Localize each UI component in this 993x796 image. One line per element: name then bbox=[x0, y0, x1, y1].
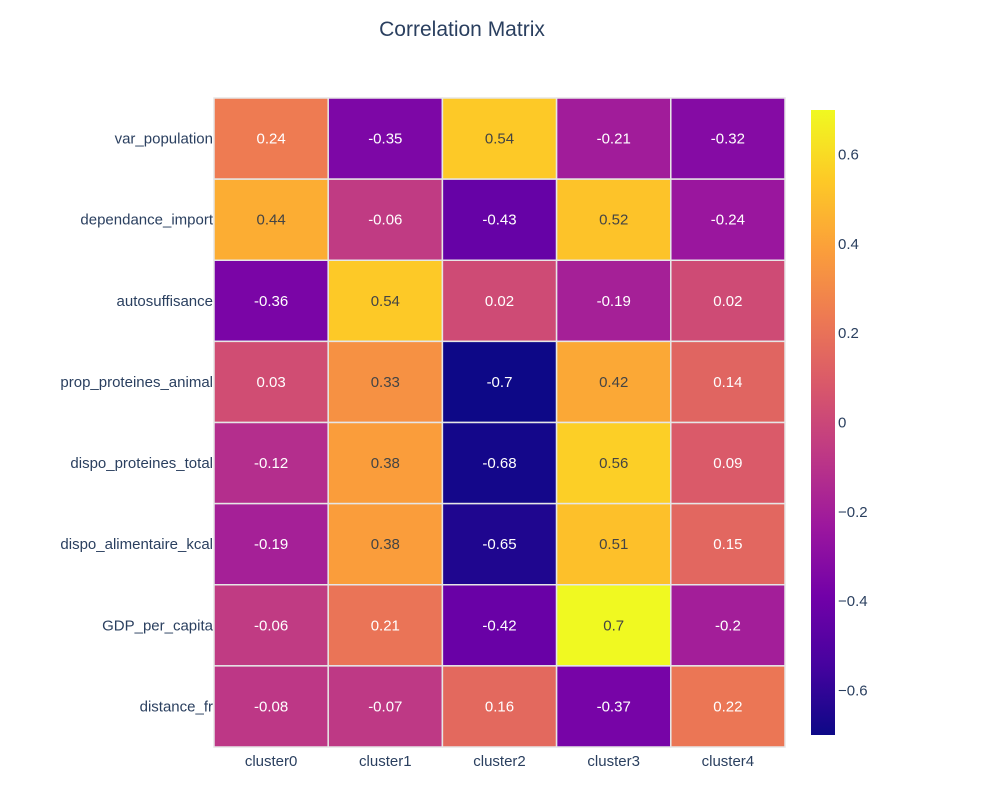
cell-value-label: 0.54 bbox=[485, 131, 514, 148]
heatmap-cell bbox=[670, 665, 786, 748]
cell-value-label: -0.24 bbox=[711, 212, 745, 229]
cell-value-label: 0.24 bbox=[256, 131, 285, 148]
colorbar-tick-label: −0.6 bbox=[838, 682, 868, 699]
cell-value-label: 0.21 bbox=[371, 617, 400, 634]
heatmap-cell bbox=[670, 340, 786, 424]
heatmap-cell bbox=[670, 178, 786, 261]
heatmap-cell bbox=[441, 97, 558, 180]
cell-value-label: 0.02 bbox=[713, 293, 742, 310]
heatmap-cell bbox=[327, 259, 444, 343]
heatmap-cells bbox=[213, 97, 786, 748]
x-tick-label: cluster3 bbox=[587, 753, 640, 770]
heatmap-cell bbox=[555, 340, 672, 424]
cell-value-label: 0.56 bbox=[599, 455, 628, 472]
y-tick-label: dependance_import bbox=[80, 212, 213, 229]
cell-value-label: -0.68 bbox=[482, 455, 516, 472]
y-tick-label: distance_fr bbox=[140, 698, 213, 715]
heatmap-cell bbox=[555, 502, 672, 586]
colorbar-tick-label: 0 bbox=[838, 415, 846, 432]
y-tick-label: GDP_per_capita bbox=[102, 617, 214, 634]
cell-value-label: -0.35 bbox=[368, 131, 402, 148]
x-axis-tick-labels: cluster0 cluster1 cluster2 cluster3 cluster4 bbox=[245, 753, 754, 770]
heatmap-cell bbox=[670, 421, 786, 505]
cell-value-label: -0.06 bbox=[254, 617, 288, 634]
cell-value-label: 0.52 bbox=[599, 212, 628, 229]
cell-value-label: -0.08 bbox=[254, 698, 288, 715]
heatmap-cell bbox=[555, 259, 672, 343]
cell-value-label: -0.19 bbox=[597, 293, 631, 310]
cell-value-label: 0.16 bbox=[485, 698, 514, 715]
y-tick-label: autosuffisance bbox=[117, 293, 213, 310]
x-tick-label: cluster4 bbox=[702, 753, 755, 770]
heatmap-cell bbox=[441, 178, 558, 261]
heatmap-cell bbox=[441, 421, 558, 505]
x-tick-label: cluster2 bbox=[473, 753, 526, 770]
y-axis-tick-labels: var_population dependance_import autosuffi… bbox=[60, 131, 213, 716]
cell-value-label: 0.38 bbox=[371, 455, 400, 472]
heatmap-cell bbox=[213, 584, 329, 667]
colorbar-tick-labels: 0.6 0.4 0.2 0 −0.2 −0.4 −0.6 bbox=[838, 147, 868, 700]
colorbar-tick-label: 0.4 bbox=[838, 236, 859, 253]
cell-value-label: 0.54 bbox=[371, 293, 400, 310]
heatmap-cell bbox=[327, 340, 444, 424]
cell-value-label: -0.65 bbox=[482, 536, 516, 553]
y-tick-label: var_population bbox=[115, 131, 213, 148]
heatmap-cell bbox=[441, 665, 558, 748]
colorbar-tick-label: 0.6 bbox=[838, 147, 859, 164]
chart-title: Correlation Matrix bbox=[379, 18, 545, 41]
colorbar bbox=[811, 110, 835, 735]
heatmap-cell bbox=[327, 421, 444, 505]
heatmap-cell bbox=[213, 340, 329, 424]
cell-value-label: 0.14 bbox=[713, 374, 742, 391]
colorbar-tick-label: −0.2 bbox=[838, 504, 868, 521]
heatmap-cell bbox=[555, 97, 672, 180]
cell-value-label: 0.33 bbox=[371, 374, 400, 391]
cell-value-label: -0.43 bbox=[482, 212, 516, 229]
y-tick-label: dispo_proteines_total bbox=[70, 455, 213, 472]
cell-value-label: 0.22 bbox=[713, 698, 742, 715]
y-tick-label: prop_proteines_animal bbox=[60, 374, 213, 391]
cell-value-label: 0.15 bbox=[713, 536, 742, 553]
cell-value-label: 0.03 bbox=[256, 374, 285, 391]
heatmap-cell bbox=[213, 665, 329, 748]
cell-value-label: -0.37 bbox=[597, 698, 631, 715]
heatmap-cell bbox=[213, 421, 329, 505]
cell-value-label: 0.42 bbox=[599, 374, 628, 391]
cell-value-label: -0.19 bbox=[254, 536, 288, 553]
heatmap-cell bbox=[327, 502, 444, 586]
heatmap-cell bbox=[670, 502, 786, 586]
colorbar-tick-label: 0.2 bbox=[838, 325, 859, 342]
cell-value-label: 0.44 bbox=[256, 212, 285, 229]
heatmap-cell bbox=[213, 97, 329, 180]
cell-value-label: -0.32 bbox=[711, 131, 745, 148]
x-tick-label: cluster1 bbox=[359, 753, 412, 770]
heatmap-cell bbox=[213, 178, 329, 261]
cell-value-label: -0.07 bbox=[368, 698, 402, 715]
heatmap-cell bbox=[555, 665, 672, 748]
cell-value-label: -0.42 bbox=[482, 617, 516, 634]
cell-value-label: -0.21 bbox=[597, 131, 631, 148]
cell-value-label: -0.2 bbox=[715, 617, 741, 634]
heatmap-cell bbox=[441, 502, 558, 586]
cell-value-label: -0.12 bbox=[254, 455, 288, 472]
cell-value-label: -0.7 bbox=[487, 374, 513, 391]
colorbar-tick-label: −0.4 bbox=[838, 593, 868, 610]
cell-value-label: 0.51 bbox=[599, 536, 628, 553]
cell-value-label: 0.02 bbox=[485, 293, 514, 310]
heatmap-cell bbox=[327, 665, 444, 748]
cell-value-label: 0.38 bbox=[371, 536, 400, 553]
x-tick-label: cluster0 bbox=[245, 753, 298, 770]
heatmap-cell bbox=[441, 340, 558, 424]
heatmap-cell bbox=[327, 97, 444, 180]
cell-value-label: -0.36 bbox=[254, 293, 288, 310]
cell-value-label: -0.06 bbox=[368, 212, 402, 229]
y-tick-label: dispo_alimentaire_kcal bbox=[60, 536, 213, 553]
heatmap-cell-labels: 0.24 -0.35 0.54 -0.21 -0.32 0.44 -0.06 -0.43 0.5… bbox=[254, 131, 745, 716]
cell-value-label: 0.09 bbox=[713, 455, 742, 472]
cell-value-label: 0.7 bbox=[603, 617, 624, 634]
